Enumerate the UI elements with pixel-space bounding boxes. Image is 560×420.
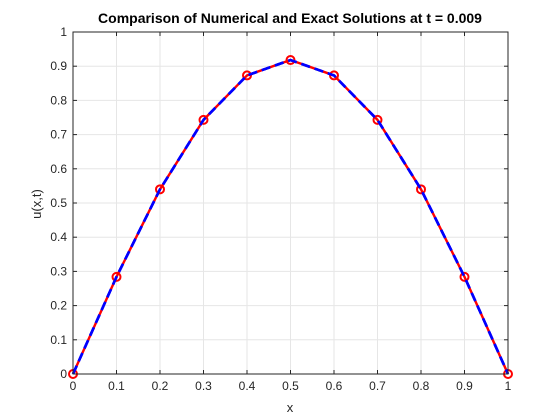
- x-tick-label: 0.8: [413, 379, 430, 393]
- x-tick-label: 0.7: [369, 379, 386, 393]
- y-tick-label: 1: [60, 25, 67, 39]
- y-axis-label: u(x,t): [29, 189, 44, 219]
- x-tick-label: 0.5: [282, 379, 299, 393]
- y-tick-label: 0.5: [50, 196, 67, 210]
- y-tick-label: 0.4: [50, 230, 67, 244]
- data-point: [416, 184, 426, 195]
- x-tick-label: 0.1: [108, 379, 125, 393]
- y-tick-label: 0.6: [50, 162, 67, 176]
- data-point: [329, 70, 339, 81]
- data-point: [372, 114, 383, 125]
- x-tick-label: 0.2: [152, 379, 169, 393]
- x-tick-label: 0.4: [239, 379, 256, 393]
- series-line-overlay: [71, 58, 510, 375]
- grid: [72, 31, 509, 375]
- y-tick-label: 0: [60, 367, 67, 381]
- y-tick-label: 0.9: [50, 59, 67, 73]
- data-point: [459, 271, 470, 282]
- x-tick-label: 0.3: [195, 379, 212, 393]
- ticks: 0 0.1 0.2 0.3 0.4 0.5 0.6 0.7 0.8 0.9 1 0 0.1 0.2 0.3 0…: [50, 25, 511, 393]
- y-tick-label: 0.8: [50, 93, 67, 107]
- x-tick-label: 0.6: [326, 379, 343, 393]
- data-point: [198, 114, 209, 125]
- y-tick-label: 0.1: [50, 333, 67, 347]
- x-axis-label: x: [287, 400, 294, 415]
- y-tick-label: 0.3: [50, 264, 67, 278]
- data-point: [111, 271, 122, 282]
- x-tick-label: 1: [505, 379, 512, 393]
- y-tick-label: 0.7: [50, 128, 67, 142]
- x-tick-label: 0.9: [456, 379, 473, 393]
- chart-title: Comparison of Numerical and Exact Soluti…: [98, 10, 482, 26]
- y-tick-label: 0.2: [50, 299, 67, 313]
- data-point: [242, 70, 252, 81]
- x-tick-label: 0: [70, 379, 77, 393]
- data-point: [285, 55, 296, 66]
- data-point: [155, 184, 165, 195]
